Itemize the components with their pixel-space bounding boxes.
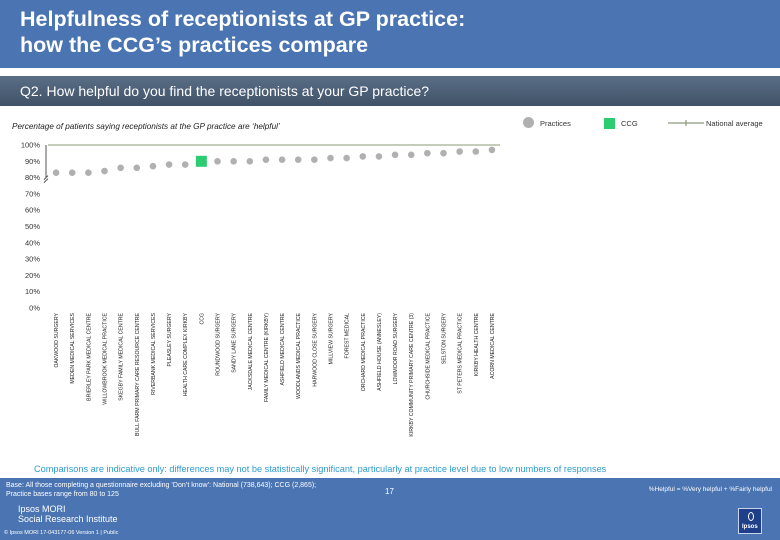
ipsos-badge-label: Ipsos bbox=[742, 524, 758, 530]
x-category-label: ROUNDWOOD SURGERY bbox=[216, 312, 222, 375]
question-bar: Q2. How helpful do you find the receptio… bbox=[0, 76, 780, 106]
question-text: Q2. How helpful do you find the receptio… bbox=[20, 83, 430, 99]
practice-point bbox=[472, 148, 480, 155]
practice-point bbox=[133, 164, 141, 172]
x-category-label: SELSTON SURGERY bbox=[442, 312, 448, 364]
y-tick-label: 100% bbox=[21, 141, 41, 150]
y-tick-label: 60% bbox=[25, 206, 40, 215]
practice-point bbox=[246, 158, 254, 165]
practice-point bbox=[68, 169, 76, 177]
x-category-label: WOODLANDS MEDICAL PRACTICE bbox=[296, 312, 302, 399]
practice-point bbox=[117, 164, 124, 172]
practice-point bbox=[52, 169, 60, 177]
practice-point bbox=[165, 161, 173, 168]
scatter-chart: 0% 10% 20% 30% 40% 50% 60% 70% 80% 90% 100% OAKWOOD… bbox=[21, 141, 500, 437]
x-category-label: MILLVIEW SURGERY bbox=[329, 312, 335, 364]
practice-point bbox=[343, 154, 350, 162]
x-category-label: OAKWOOD SURGERY bbox=[54, 312, 60, 367]
y-tick-label: 50% bbox=[25, 222, 40, 231]
x-category-label: PLEASLEY SURGERY bbox=[167, 312, 173, 366]
x-category-label: ORCHARD MEDICAL PRACTICE bbox=[361, 312, 367, 391]
practice-point bbox=[456, 148, 463, 155]
x-category-label: FAMILY MEDICAL CENTRE (KIRKBY) bbox=[264, 313, 270, 402]
legend-ccg-marker bbox=[604, 118, 615, 129]
y-tick-label: 40% bbox=[25, 238, 40, 247]
legend-national-label: National average bbox=[706, 119, 763, 128]
x-category-label: KIRKBY HEALTH CENTRE bbox=[474, 312, 480, 376]
x-category-label: WILLOWBROOK MEDICAL PRACTICE bbox=[103, 312, 109, 404]
y-tick-label: 10% bbox=[25, 287, 40, 296]
practice-point bbox=[407, 151, 415, 159]
y-tick-label: 90% bbox=[25, 157, 40, 166]
helpful-definition: %Helpful = %Very helpful + %Fairly helpf… bbox=[648, 486, 772, 493]
x-category-label: HARWOOD CLOSE SURGERY bbox=[312, 312, 318, 386]
practice-point bbox=[149, 162, 157, 170]
practice-point bbox=[85, 169, 92, 177]
axis-break-mark bbox=[43, 178, 49, 183]
y-tick-label: 70% bbox=[25, 189, 40, 198]
page-title: Helpfulness of receptionists at GP pract… bbox=[20, 7, 466, 57]
x-category-label: HEALTH CARE COMPLEX KIRKBY bbox=[183, 312, 189, 396]
legend-practices-label: Practices bbox=[540, 119, 571, 128]
legend-national-marker bbox=[668, 120, 704, 126]
x-category-label: ASHFIELD HOUSE (ANNESLEY) bbox=[377, 313, 383, 391]
y-tick-label: 20% bbox=[25, 271, 40, 280]
y-tick-label: 30% bbox=[25, 255, 40, 264]
x-category-label: CCG bbox=[199, 313, 205, 325]
practice-point bbox=[230, 158, 237, 165]
page-number: 17 bbox=[385, 487, 394, 496]
y-tick-label: 80% bbox=[25, 173, 40, 182]
y-tick-label: 0% bbox=[29, 304, 40, 313]
practice-point bbox=[278, 156, 286, 163]
legend-practices-marker bbox=[523, 117, 534, 128]
x-category-label: RIVERBANK MEDICAL SERVICES bbox=[151, 312, 157, 394]
copyright-text: © Ipsos MORI 17-043177-06 Version 1 | Pu… bbox=[4, 530, 119, 536]
practice-point bbox=[424, 149, 431, 157]
x-category-label: ACORN MEDICAL CENTRE bbox=[490, 312, 496, 378]
practice-point bbox=[262, 156, 270, 163]
x-category-label: CHURCHSIDE MEDICAL PRACTICE bbox=[425, 312, 431, 399]
ipsos-mori-logo: Ipsos MORI Social Research Institute bbox=[18, 504, 118, 524]
x-category-label: LOWMOOR ROAD SURGERY bbox=[393, 312, 399, 384]
comparison-note: Comparisons are indicative only: differe… bbox=[34, 464, 607, 474]
axis-break-mark bbox=[43, 175, 49, 180]
x-category-label: ST PETERS MEDICAL PRACTICE bbox=[458, 312, 464, 393]
chart-subtitle: Percentage of patients saying receptioni… bbox=[12, 122, 280, 131]
ccg-point bbox=[195, 155, 207, 167]
x-category-label: KIRKBY COMMUNITY PRIMARY CARE CENTRE (3) bbox=[409, 313, 415, 437]
footer-banner: Base: All those completing a questionnai… bbox=[0, 478, 780, 540]
x-category-label: JACKSDALE MEDICAL CENTRE bbox=[248, 312, 254, 390]
x-category-label: BULL FARM PRIMARY CARE RESOURCE CENTRE bbox=[135, 312, 141, 436]
practice-point bbox=[375, 153, 383, 160]
practice-point bbox=[101, 167, 108, 175]
header-banner: Helpfulness of receptionists at GP pract… bbox=[0, 0, 780, 68]
x-category-label: ASHFIELD MEDICAL CENTRE bbox=[280, 312, 286, 385]
practice-point bbox=[440, 149, 447, 157]
legend-ccg-label: CCG bbox=[621, 119, 638, 128]
practice-point bbox=[311, 156, 318, 163]
x-category-label: BRIERLEY PARK MEDICAL CENTRE bbox=[86, 312, 92, 400]
x-category-label: MEDEN MEDICAL SERVICES bbox=[70, 312, 76, 383]
base-note: Base: All those completing a questionnai… bbox=[6, 482, 317, 498]
practice-point bbox=[294, 156, 302, 163]
x-category-label: FOREST MEDICAL bbox=[345, 313, 351, 359]
practice-point bbox=[488, 146, 496, 154]
x-category-label: SKEGBY FAMILY MEDICAL CENTRE bbox=[119, 312, 125, 400]
practice-point bbox=[391, 151, 399, 159]
practice-point bbox=[214, 158, 221, 165]
practice-point bbox=[327, 154, 334, 162]
practice-point bbox=[181, 161, 189, 168]
x-category-label: SANDY LANE SURGERY bbox=[232, 312, 238, 372]
ipsos-badge-icon: Ipsos bbox=[738, 508, 762, 534]
practice-point bbox=[359, 153, 367, 160]
